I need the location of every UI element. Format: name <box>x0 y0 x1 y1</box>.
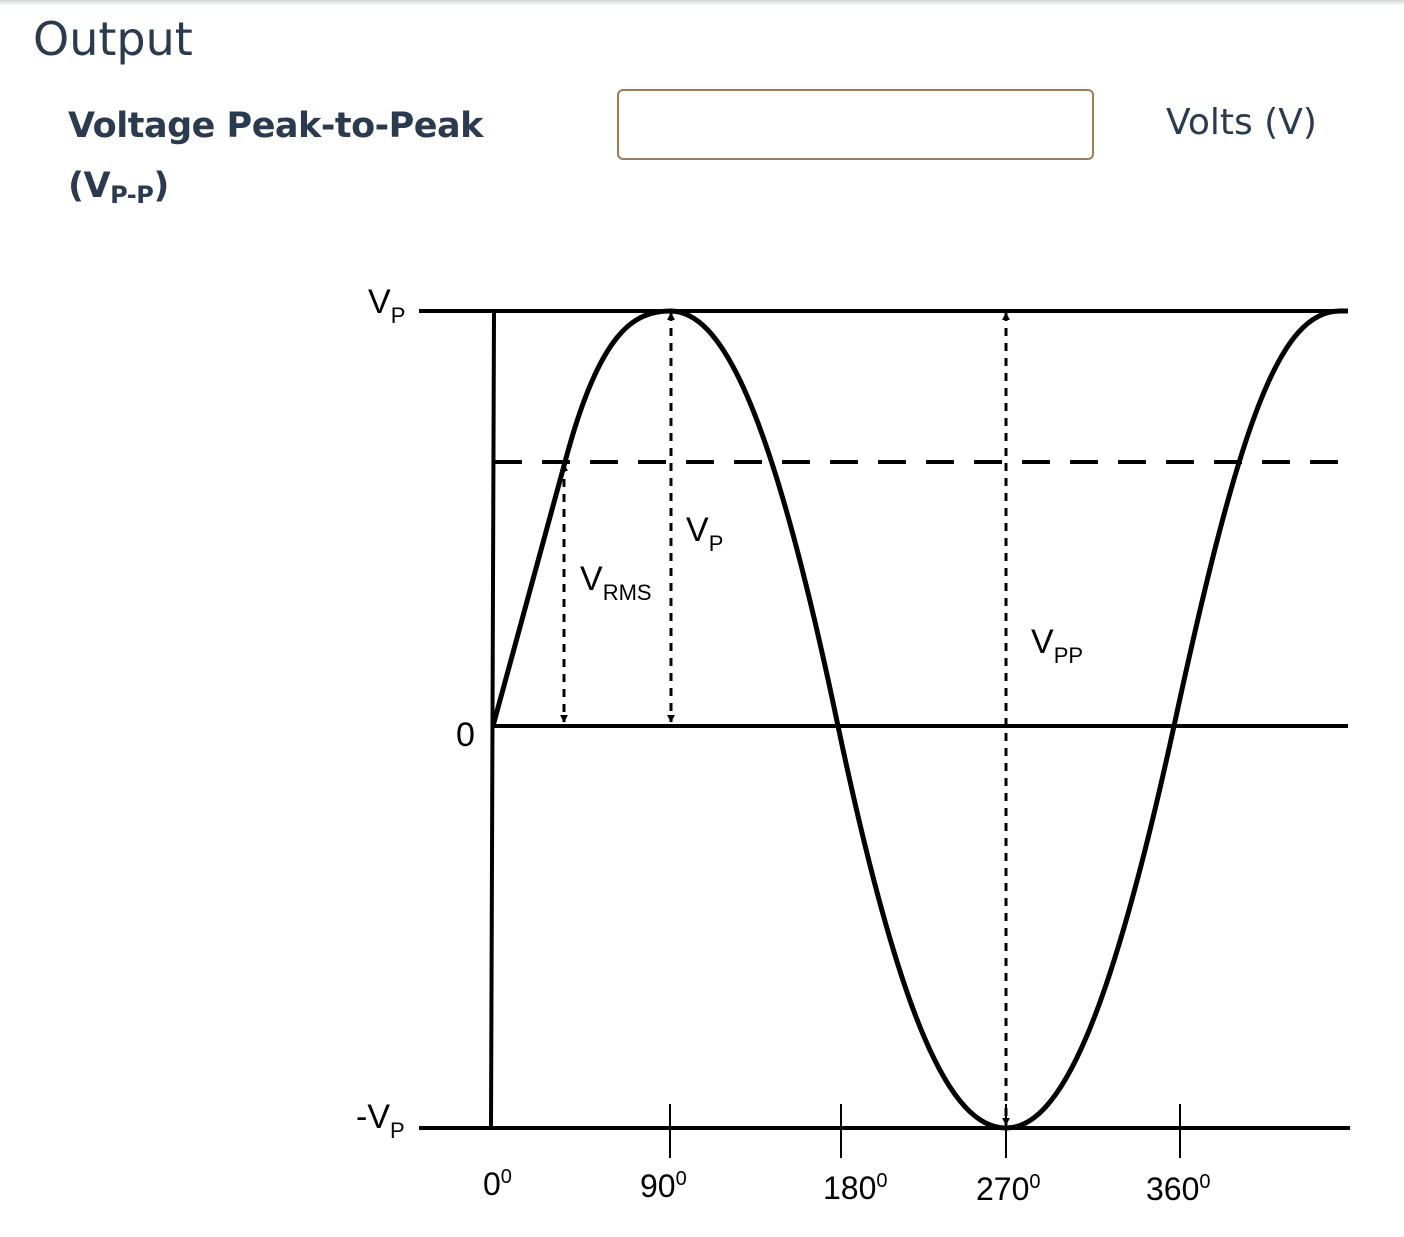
vpp-output-field[interactable] <box>617 89 1094 160</box>
x-label-90: 900 <box>640 1168 687 1204</box>
x-label-180: 1800 <box>823 1170 888 1206</box>
field-label-text: Voltage Peak-to-Peak <box>68 106 483 146</box>
field-label: Voltage Peak-to-Peak (VP-P) <box>68 96 538 216</box>
unit-label: Volts (V) <box>1166 102 1317 143</box>
section-title: Output <box>33 12 193 66</box>
y-label-vp: VP <box>368 283 405 328</box>
annotation-vpp: VPP <box>1031 623 1083 668</box>
field-symbol: (VP-P) <box>68 166 169 209</box>
annotation-vp: VP <box>686 511 723 556</box>
y-label-zero: 0 <box>456 716 475 754</box>
top-shadow <box>0 0 1404 6</box>
sine-wave <box>490 308 1348 1131</box>
x-label-0: 00 <box>483 1166 512 1202</box>
x-label-270: 2700 <box>976 1171 1041 1207</box>
x-label-360: 3600 <box>1146 1171 1211 1207</box>
annotation-vrms: VRMS <box>580 560 652 605</box>
y-label-neg-vp: -VP <box>356 1098 405 1143</box>
